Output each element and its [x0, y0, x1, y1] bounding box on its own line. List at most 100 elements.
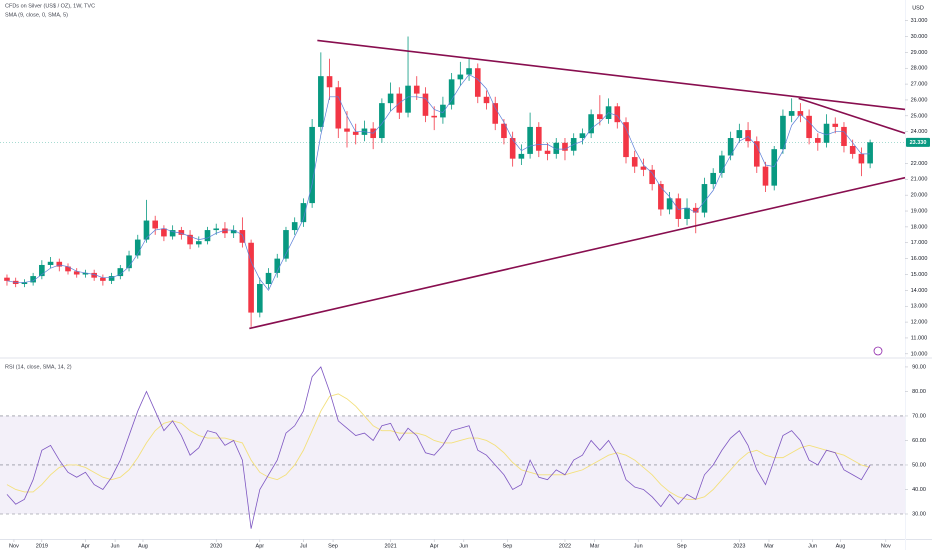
candle-body	[736, 130, 743, 139]
candle-body	[762, 166, 769, 186]
y2-tick-label: 50.00	[912, 462, 926, 468]
x-tick-label: Mar	[764, 543, 774, 549]
candle-body	[806, 115, 812, 139]
y-tick-label: 13.000	[911, 304, 928, 310]
trendline	[798, 97, 906, 135]
x-tick-label: Sep	[677, 543, 687, 549]
x-tick-label: Nov	[881, 543, 891, 549]
candle-body	[134, 239, 141, 256]
x-tick-label: Sep	[503, 543, 513, 549]
candle-body	[457, 74, 464, 80]
indicator-label: SMA (9, close, 0, SMA, 5)	[5, 12, 68, 18]
y-tick-label: 31.000	[911, 18, 928, 24]
currency: USD	[912, 5, 924, 11]
candle-body	[841, 126, 847, 146]
candle-body	[684, 207, 690, 219]
candle-body	[291, 222, 298, 231]
candle-body	[815, 138, 821, 143]
candle-body	[483, 96, 490, 104]
y-tick-label: 21.000	[911, 177, 928, 183]
y-tick-label: 28.000	[911, 66, 928, 72]
candle-body	[631, 157, 638, 167]
y-tick-label: 24.000	[911, 129, 928, 135]
candle-body	[422, 93, 429, 116]
candle-body	[527, 126, 533, 154]
y-tick-label: 11.000	[911, 335, 927, 341]
event-icon[interactable]	[873, 346, 883, 356]
candle-body	[143, 220, 150, 240]
y-tick-label: 16.000	[911, 256, 928, 262]
x-tick-label: Aug	[836, 543, 846, 549]
candle-body	[649, 169, 655, 185]
candle-body	[4, 277, 10, 281]
candle-body	[440, 104, 446, 118]
candle-body	[352, 131, 359, 135]
candle-body	[21, 282, 28, 285]
y2-tick-label: 70.00	[912, 413, 926, 419]
y2-tick-label: 90.00	[912, 364, 926, 370]
x-tick-label: 2022	[559, 543, 571, 549]
candle-body	[344, 128, 350, 132]
y2-tick-label: 40.00	[912, 487, 926, 493]
last-price-tag	[906, 137, 930, 147]
candle-body	[126, 255, 132, 269]
candle-body	[405, 85, 411, 113]
y-tick-label: 15.000	[911, 272, 928, 278]
candle-body	[283, 230, 289, 259]
x-tick-label: Apr	[81, 543, 90, 549]
candle-body	[823, 123, 830, 143]
rsi-line	[6, 366, 871, 529]
candle-body	[780, 115, 786, 150]
candle-body	[204, 230, 211, 242]
candle-body	[518, 153, 525, 159]
candle-body	[788, 111, 795, 116]
candle-body	[553, 142, 560, 154]
candle-body	[753, 141, 760, 167]
x-tick-label: Jun	[459, 543, 468, 549]
candle-body	[544, 150, 551, 154]
candle-body	[318, 76, 324, 127]
candle-body	[579, 133, 586, 139]
candle-body	[858, 153, 865, 164]
candle-body	[39, 264, 45, 277]
candle-body	[169, 230, 176, 237]
x-tick-label: Nov	[9, 543, 19, 549]
y-tick-label: 30.000	[911, 34, 928, 40]
candle-body	[56, 261, 63, 267]
candle-body	[65, 266, 71, 272]
candle-body	[771, 149, 778, 186]
candle-body	[536, 126, 542, 151]
y-tick-label: 14.000	[911, 288, 928, 294]
candle-body	[466, 68, 472, 75]
candle-body	[666, 198, 673, 210]
x-tick-label: 2023	[733, 543, 745, 549]
candle-body	[91, 272, 97, 278]
x-tick-label: 2019	[36, 543, 48, 549]
candle-body	[719, 155, 725, 173]
plot: 10.000 11.000 12.000 13.000 14.000 15.000 16.0…	[0, 18, 930, 549]
candle-body	[161, 228, 167, 237]
rsi-label: RSI (14, close, SMA, 14, 2)	[5, 364, 72, 370]
y-tick-label: 19.000	[911, 208, 928, 214]
candle-body	[230, 230, 237, 234]
chart-title: CFDs on Silver (US$ / OZ), 1W, TVC	[5, 3, 95, 9]
candle-body	[797, 111, 804, 116]
candle-body	[710, 172, 716, 185]
candle-body	[108, 276, 115, 281]
y-tick-label: 18.000	[911, 224, 928, 230]
candle-body	[152, 220, 158, 229]
candle-body	[501, 123, 507, 139]
candle-body	[867, 142, 873, 164]
x-tick-label: Apr	[256, 543, 265, 549]
candle-body	[239, 230, 246, 243]
x-tick-label: Jun	[634, 543, 643, 549]
y-tick-label: 22.000	[911, 161, 928, 167]
candle-body	[300, 203, 307, 223]
x-tick-label: Apr	[430, 543, 439, 549]
candle-body	[623, 122, 629, 158]
candle-body	[692, 207, 699, 213]
candle-body	[701, 184, 708, 213]
trendline	[317, 39, 906, 111]
